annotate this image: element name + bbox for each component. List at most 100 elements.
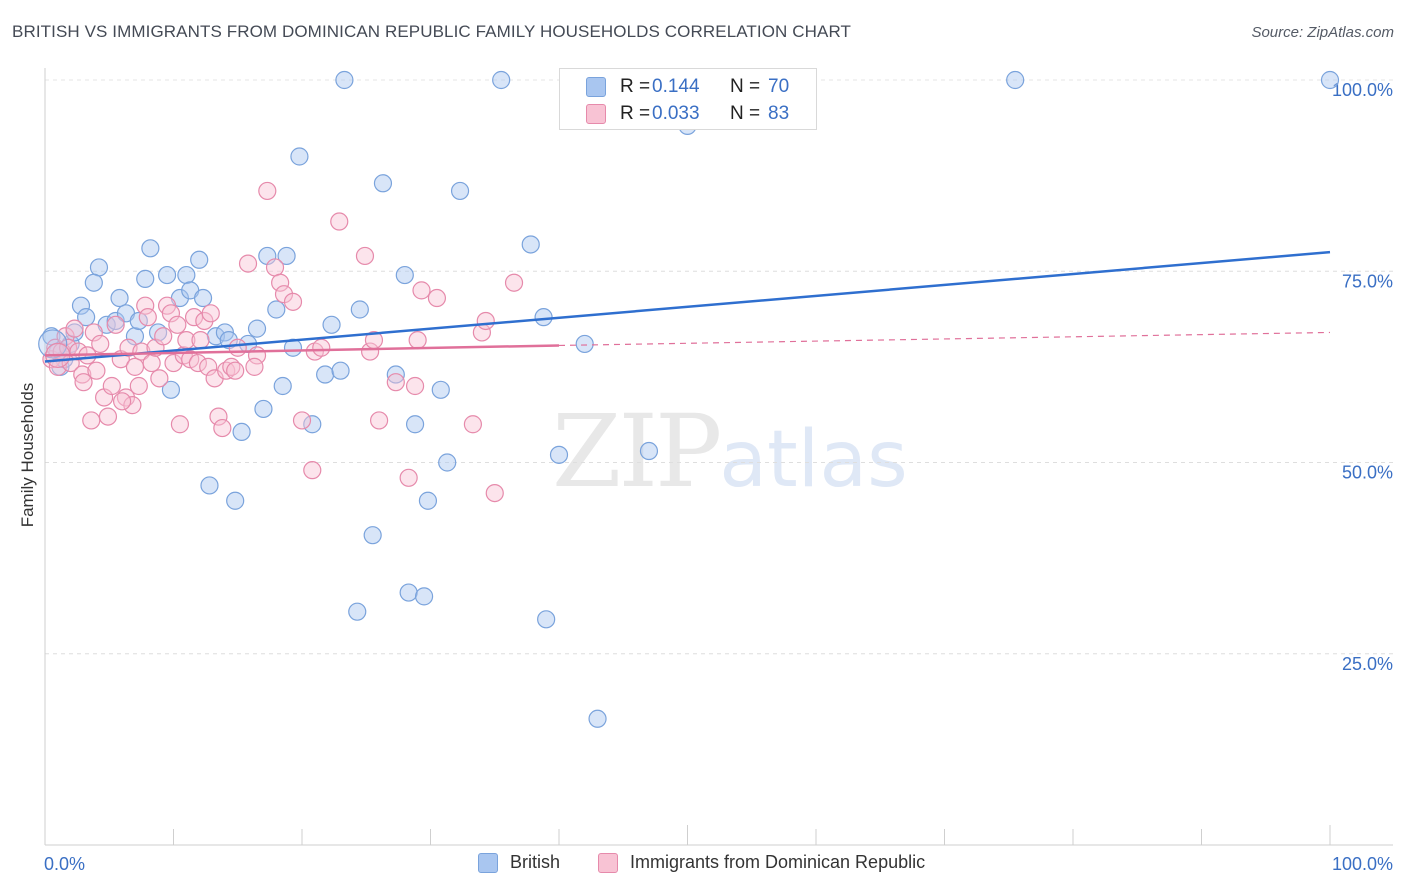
dominican-point (370, 411, 389, 430)
watermark-zip: ZIP (552, 393, 722, 510)
british-trend-line (44, 250, 1331, 363)
dominican-point (102, 376, 121, 396)
x-tick-label: 0.0% (44, 854, 85, 874)
dominican-swatch (598, 852, 618, 873)
dominican-point (73, 365, 92, 384)
n-value: 70 (768, 76, 790, 97)
dominican-point (138, 308, 157, 327)
dominican-point (213, 418, 232, 438)
dominican-point (91, 334, 110, 354)
dominican-point (265, 258, 285, 277)
legend-label-british: British (510, 852, 561, 872)
dominican-point (238, 254, 258, 273)
british-point (639, 441, 659, 461)
british-point (492, 70, 511, 90)
british-swatch (478, 852, 498, 873)
british-point (277, 246, 296, 266)
british-point (431, 380, 450, 399)
british-point (1320, 70, 1340, 90)
dominican-point (201, 304, 220, 323)
dominican-point (485, 484, 504, 503)
dominican-point (361, 342, 380, 361)
source-label: Source: ZipAtlas.com (1251, 24, 1394, 41)
british-point (373, 174, 393, 193)
british-point (405, 415, 425, 434)
legend-item-british[interactable]: British (478, 852, 560, 873)
dominican-point (463, 415, 483, 434)
dominican-point (98, 407, 118, 426)
dominican-point (84, 323, 103, 342)
legend-item-dominican[interactable]: Immigrants from Dominican Republic (598, 852, 925, 873)
british-point (335, 70, 354, 90)
british-point (141, 239, 160, 258)
bottom-legend: British Immigrants from Dominican Republ… (0, 852, 1406, 878)
british-point (193, 288, 213, 308)
dominican-point (228, 338, 247, 357)
british-point (303, 415, 322, 434)
british-point (316, 365, 335, 384)
british-point (290, 147, 309, 166)
british-point (386, 365, 405, 384)
watermark: ZIPatlas (552, 402, 908, 502)
dominican-point (405, 376, 425, 396)
y-tick-label: 50.0% (1342, 463, 1393, 483)
dominican-point (123, 396, 142, 415)
dominican-point (136, 296, 155, 315)
dominican-point (504, 273, 524, 292)
british-point (136, 269, 155, 288)
dominican-point (226, 361, 245, 380)
legend-label-dominican: Immigrants from Dominican Republic (630, 852, 926, 872)
british-point (549, 445, 569, 464)
british-point (363, 526, 382, 545)
dominican-point (125, 357, 145, 376)
dominican-point (408, 331, 427, 350)
dominican-point (355, 246, 375, 266)
dominican-point (106, 315, 125, 334)
dominican-point (399, 468, 418, 487)
british-point (438, 453, 457, 472)
y-tick-label: 75.0% (1342, 271, 1393, 291)
british-point (273, 376, 292, 396)
british-point (125, 327, 145, 346)
dominican-point (330, 212, 349, 231)
british-point (521, 235, 540, 254)
dominican-point (292, 411, 312, 430)
r-label: R = (620, 76, 651, 97)
dominican-point (245, 357, 264, 376)
stats-legend-box: R = 0.144 N = 70 R = 0.033 N = 83 (559, 68, 817, 130)
dominican-point (209, 407, 228, 426)
british-point (450, 181, 470, 201)
dominican-point (150, 369, 169, 388)
chart-title: BRITISH VS IMMIGRANTS FROM DOMINICAN REP… (12, 22, 851, 41)
dominican-point (87, 361, 106, 380)
dominican-point (142, 353, 161, 373)
dominican-point (412, 281, 431, 300)
british-point (65, 323, 84, 342)
dominican-point (65, 319, 84, 338)
british-point (267, 300, 286, 319)
n-label: N = (730, 103, 761, 124)
british-point (84, 273, 103, 292)
british-point (418, 491, 438, 510)
watermark-atlas: atlas (719, 415, 908, 505)
y-tick-label: 100.0% (1332, 80, 1393, 100)
dominican-point (154, 327, 173, 346)
british-point (1006, 70, 1025, 90)
dominican-point (312, 338, 331, 357)
british-point (77, 308, 96, 327)
british-point (247, 319, 267, 338)
british-point (534, 308, 553, 327)
dominican-point (161, 304, 181, 323)
n-label: N = (730, 76, 761, 97)
r-value: 0.144 (652, 76, 700, 97)
british-point (232, 422, 251, 441)
dominican-point (427, 288, 447, 308)
british-point (157, 265, 177, 285)
dominican-point (476, 311, 495, 331)
dominican-point (74, 373, 93, 392)
n-value: 83 (768, 103, 790, 124)
british-point (350, 300, 369, 319)
british-point (322, 315, 341, 334)
dominican-point (82, 411, 101, 430)
dominican-point (258, 181, 277, 201)
